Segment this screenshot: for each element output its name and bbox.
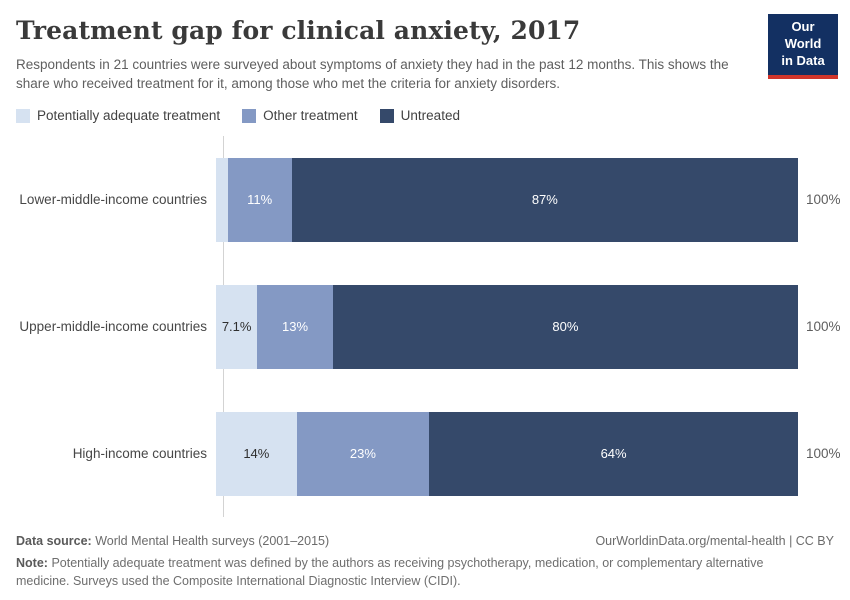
segment-value-label: 64% xyxy=(600,446,627,462)
segment-value-label: 87% xyxy=(531,192,558,208)
chart-subtitle: Respondents in 21 countries were surveye… xyxy=(16,57,729,92)
data-source: Data source: World Mental Health surveys… xyxy=(16,534,329,548)
data-source-label: Data source: xyxy=(16,534,92,549)
footnote-text: Potentially adequate treatment was defin… xyxy=(16,556,764,589)
row-total-label: 100% xyxy=(806,446,841,462)
footer: Data source: World Mental Health surveys… xyxy=(16,534,834,590)
segment-value-label: 13% xyxy=(282,319,309,335)
legend-item-untreated: Untreated xyxy=(379,108,460,124)
bar-segment-untreated: 87% xyxy=(291,157,798,242)
legend: Potentially adequate treatment Other trea… xyxy=(16,108,834,123)
bar-segment-other-treatment: 23% xyxy=(296,411,430,496)
bar-segment-other-treatment: 11% xyxy=(227,157,292,242)
segment-value-label: 11% xyxy=(247,192,273,208)
chart-area: Lower-middle-income countries 11% 87% 100% U… xyxy=(16,136,841,518)
legend-label: Potentially adequate treatment xyxy=(37,108,221,124)
bar-segment-potentially-adequate-treatment: 7.1% xyxy=(216,284,258,369)
bar-row-lower-middle-income-countries: Lower-middle-income countries 11% 87% 100% xyxy=(16,136,841,263)
bar-segment-untreated: 80% xyxy=(332,284,798,369)
page-title: Treatment gap for clinical anxiety, 2017 xyxy=(16,16,581,45)
segment-value-label: 14% xyxy=(243,446,270,462)
owid-logo: Our World in Data xyxy=(768,14,838,79)
row-total-label: 100% xyxy=(806,319,841,335)
stacked-bar: 14% 23% 64% xyxy=(216,411,798,496)
legend-swatch-other-treatment xyxy=(242,108,257,123)
legend-item-other-treatment: Other treatment xyxy=(242,108,358,123)
segment-value-label: 80% xyxy=(552,319,579,335)
bar-segment-potentially-adequate-treatment xyxy=(216,157,228,242)
logo-line-2: in Data xyxy=(781,52,825,68)
bar-row-high-income-countries: High-income countries 14% 23% 64% 100% xyxy=(16,390,841,517)
bar-row-upper-middle-income-countries: Upper-middle-income countries 7.1% 13% 80% 1… xyxy=(16,263,841,390)
category-label: Upper-middle-income countries xyxy=(19,319,207,335)
legend-label: Other treatment xyxy=(263,108,358,124)
legend-swatch-untreated xyxy=(379,108,394,123)
category-label: High-income countries xyxy=(72,446,207,462)
footnote-label: Note: xyxy=(16,556,48,571)
stacked-bar: 11% 87% xyxy=(216,157,798,242)
logo-line-1: Our World xyxy=(784,19,822,51)
footnote: Note: Potentially adequate treatment was… xyxy=(16,554,794,590)
attribution-link: OurWorldinData.org/mental-health | CC BY xyxy=(595,534,834,549)
bar-segment-other-treatment: 13% xyxy=(257,284,333,369)
data-source-text: World Mental Health surveys (2001–2015) xyxy=(95,534,330,549)
legend-label: Untreated xyxy=(400,108,460,124)
legend-item-potentially-adequate-treatment: Potentially adequate treatment xyxy=(16,108,220,123)
category-label: Lower-middle-income countries xyxy=(19,192,207,208)
bar-segment-untreated: 64% xyxy=(429,411,798,496)
row-total-label: 100% xyxy=(806,192,841,208)
legend-swatch-potentially-adequate-treatment xyxy=(16,108,30,123)
footer-source-row: Data source: World Mental Health surveys… xyxy=(16,534,834,548)
segment-value-label: 7.1% xyxy=(221,319,252,335)
segment-value-label: 23% xyxy=(349,446,376,462)
stacked-bar: 7.1% 13% 80% xyxy=(216,284,798,369)
bar-segment-potentially-adequate-treatment: 14% xyxy=(216,411,297,496)
